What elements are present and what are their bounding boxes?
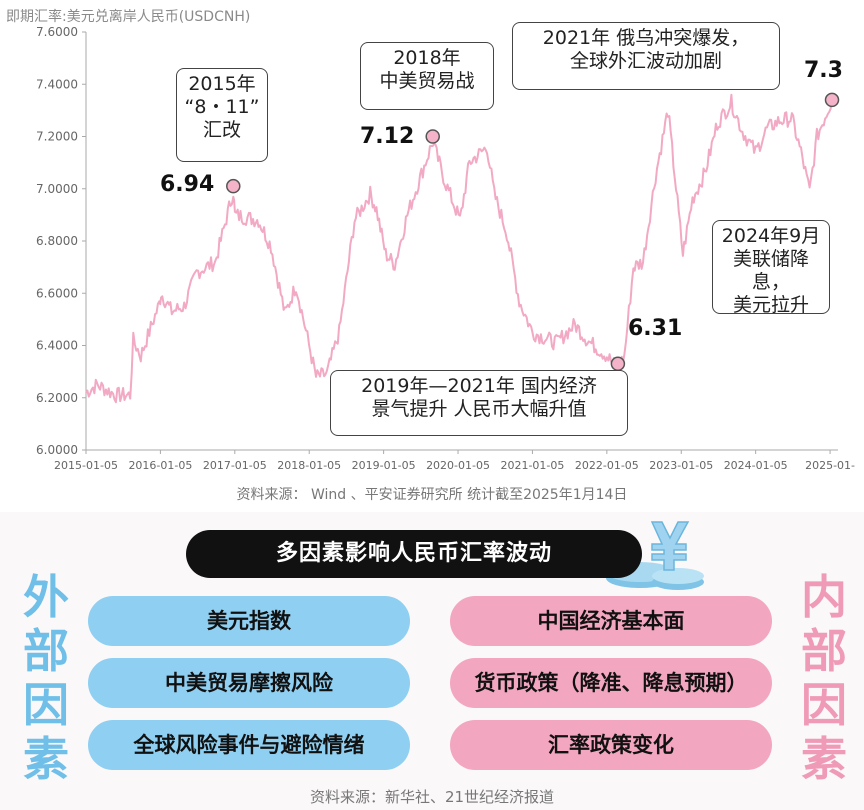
chart-source: 资料来源： Wind 、平安证券研究所 统计截至2025年1月14日	[236, 487, 628, 503]
annotation-marker	[824, 92, 840, 108]
x-tick-label: 2024-01-05	[724, 459, 788, 472]
x-tick-label: 2017-01-05	[203, 459, 267, 472]
value-label-712: 7.12	[360, 124, 415, 149]
callout-2018-trade-war: 2018年 中美贸易战	[360, 42, 494, 110]
internal-factors-heading: 内部因素	[801, 570, 847, 786]
factors-banner: 多因素影响人民币汇率波动	[186, 530, 642, 578]
y-tick-label: 7.0000	[36, 182, 78, 196]
chart-title: 即期汇率:美元兑离岸人民币(USDCNH)	[6, 9, 251, 25]
bottom-source: 资料来源：新华社、21世纪经济报道	[309, 788, 555, 806]
x-tick-label: 2018-01-05	[277, 459, 341, 472]
callout-2024-fed-cut: 2024年9月 美联储降息， 美元拉升	[712, 220, 830, 316]
chart-svg: 6.0000 6.2000 6.4000 6.6000 6.8000 7.0000 7.20…	[36, 25, 855, 472]
y-tick-label: 6.0000	[36, 443, 78, 457]
value-label-73: 7.3	[804, 58, 843, 83]
x-tick-label: 2016-01-05	[128, 459, 192, 472]
annotation-marker	[226, 178, 241, 194]
x-tick-label: 2023-01-05	[649, 459, 713, 472]
external-factor-trade-friction: 中美贸易摩擦风险	[88, 658, 410, 708]
annotation-marker	[425, 129, 440, 144]
x-tick-label: 2025-01-	[805, 459, 855, 472]
y-tick-label: 7.2000	[36, 130, 78, 144]
y-tick-label: 7.4000	[36, 77, 78, 91]
y-tick-label: 6.4000	[36, 339, 78, 353]
y-tick-label: 7.6000	[36, 25, 78, 39]
internal-factor-monetary-policy: 货币政策（降准、降息预期）	[450, 658, 772, 708]
internal-factor-fx-policy: 汇率政策变化	[450, 720, 772, 770]
internal-factor-economy: 中国经济基本面	[450, 596, 772, 646]
callout-2015-reform: 2015年 “8・11” 汇改	[176, 68, 268, 162]
external-factor-usd-index: 美元指数	[88, 596, 410, 646]
value-label-694: 6.94	[160, 172, 215, 197]
callout-2019-2021-appreciation: 2019年—2021年 国内经济 景气提升 人民币大幅升值	[330, 370, 628, 436]
y-tick-label: 6.2000	[36, 391, 78, 405]
external-factor-global-risk: 全球风险事件与避险情绪	[88, 720, 410, 770]
series-line	[85, 93, 833, 404]
x-tick-label: 2021-01-05	[500, 459, 564, 472]
external-factors-heading: 外部因素	[23, 570, 69, 786]
x-tick-label: 2015-01-05	[54, 459, 118, 472]
annotation-marker	[610, 356, 626, 372]
y-tick-label: 6.8000	[36, 234, 78, 248]
exchange-rate-chart: 6.0000 6.2000 6.4000 6.6000 6.8000 7.0000 7.20…	[6, 9, 856, 503]
x-tick-label: 2020-01-05	[426, 459, 490, 472]
x-tick-label: 2019-01-05	[352, 459, 416, 472]
callout-2021-conflict: 2021年 俄乌冲突爆发， 全球外汇波动加剧	[512, 22, 780, 90]
x-tick-label: 2022-01-05	[575, 459, 639, 472]
value-label-631: 6.31	[628, 316, 683, 341]
y-tick-label: 6.6000	[36, 286, 78, 300]
